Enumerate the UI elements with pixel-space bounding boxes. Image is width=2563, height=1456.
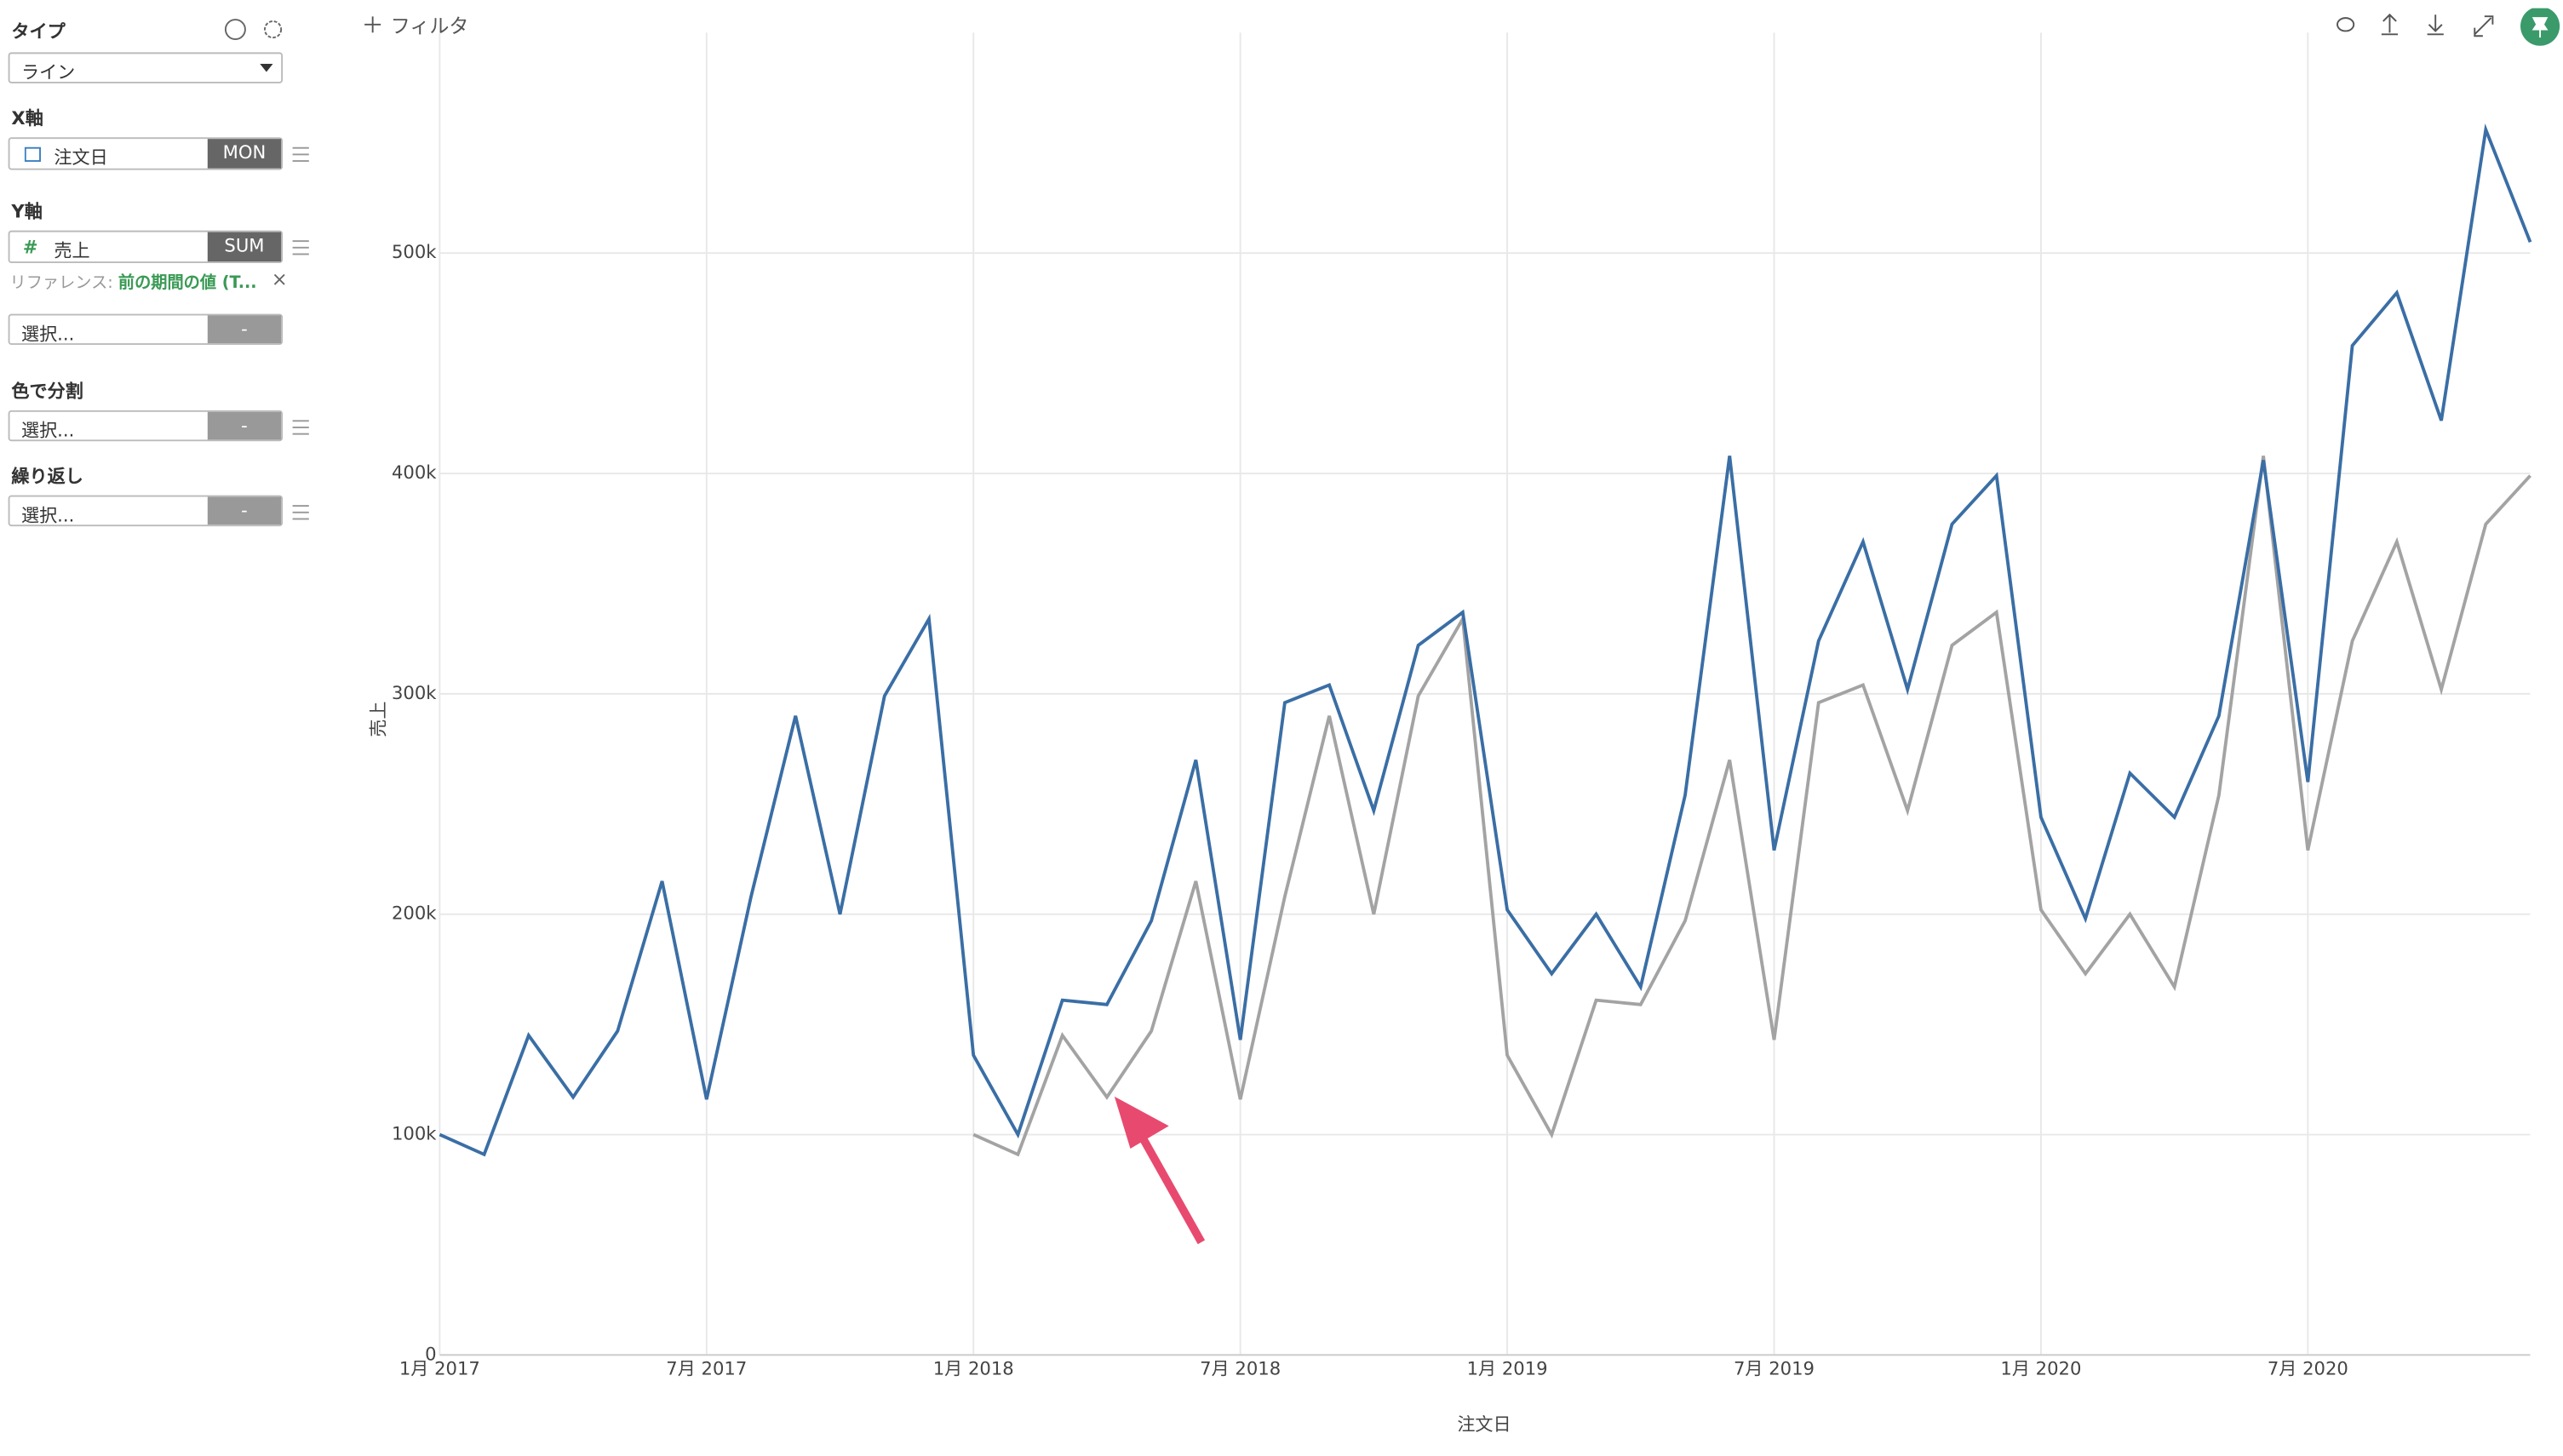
x-tick-label: 1月 2018 — [933, 1358, 1014, 1379]
x-axis-title: 注文日 — [1457, 1413, 1511, 1435]
x-tick-label: 7月 2017 — [666, 1358, 747, 1379]
x-tick-label: 7月 2018 — [1200, 1358, 1281, 1379]
select[interactable]: 選択... - — [8, 410, 284, 442]
placeholder: 選択... — [20, 324, 75, 346]
y-axis-title: 売上 — [367, 702, 388, 737]
type-label: タイプ — [11, 20, 66, 43]
color-label: 色で分割 — [11, 381, 83, 403]
x-field-name: 注文日 — [54, 146, 108, 169]
repeat-label: 繰り返し — [11, 466, 83, 488]
filter-button[interactable]: フィルタ — [364, 11, 468, 39]
menu[interactable] — [292, 420, 309, 435]
agg: - — [207, 496, 282, 525]
close[interactable] — [273, 273, 286, 286]
menu[interactable] — [292, 146, 309, 163]
icons[interactable] — [224, 18, 290, 44]
y-tick-label: 200k — [392, 903, 437, 924]
agg: - — [207, 411, 282, 440]
reference-value[interactable]: 前の期間の値 (T... — [118, 274, 257, 293]
x-agg[interactable]: MON — [207, 139, 282, 169]
placeholder: 選択... — [20, 420, 75, 442]
x-tick-label: 1月 2020 — [2000, 1358, 2081, 1379]
reference: リファレンス: 前の期間の値 (T... — [9, 268, 257, 293]
menu[interactable] — [292, 505, 309, 520]
type-value: ライン — [20, 61, 76, 83]
x-field[interactable]: 注文日 MON — [8, 137, 284, 170]
y-label: Y軸 — [11, 201, 43, 223]
x-tick-label: 1月 2019 — [1467, 1358, 1548, 1379]
x-tick-label: 7月 2020 — [2268, 1358, 2348, 1379]
y-tick-label: 100k — [392, 1123, 437, 1144]
y-icon: # — [22, 237, 38, 259]
x-tick-label: 7月 2019 — [1734, 1358, 1815, 1379]
toolbar-icons[interactable] — [2329, 8, 2563, 51]
menu[interactable] — [292, 240, 309, 255]
agg: - — [207, 315, 282, 344]
reference-prefix: リファレンス: — [9, 274, 118, 293]
y-tick-label: 0 — [425, 1343, 436, 1364]
y-field[interactable]: # 売上 SUM — [8, 230, 284, 264]
series-line — [439, 123, 2532, 1157]
series-line — [972, 456, 2531, 1157]
filter-text: フィルタ — [390, 14, 469, 38]
annotation-arrow — [1114, 1096, 1206, 1245]
select[interactable]: 選択... - — [8, 495, 284, 527]
type-select[interactable]: ライン — [8, 52, 284, 83]
x-label: X軸 — [11, 107, 43, 129]
y-tick-label: 400k — [392, 461, 437, 483]
placeholder: 選択... — [20, 505, 75, 527]
y-tick-label: 500k — [392, 241, 437, 262]
y-tick-label: 300k — [392, 682, 437, 703]
y-field-name: 売上 — [54, 240, 90, 262]
x-tick-label: 1月 2017 — [399, 1358, 480, 1379]
select[interactable]: 選択... - — [8, 313, 284, 346]
y-agg[interactable]: SUM — [207, 232, 282, 262]
